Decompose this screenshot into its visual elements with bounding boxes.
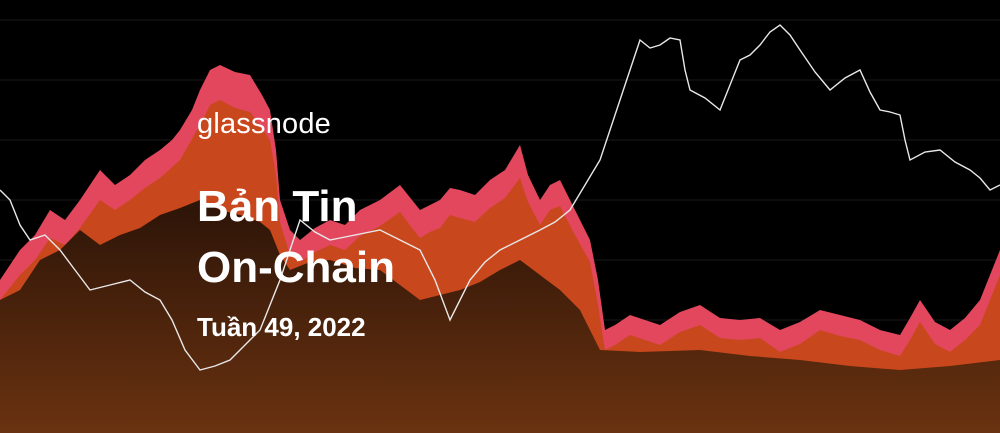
brown-area <box>0 200 1000 433</box>
subtitle: Tuần 49, 2022 <box>197 312 366 342</box>
price-line <box>0 24 1000 371</box>
title-line: Bản Tin <box>197 182 358 231</box>
brand-name: glassnode <box>197 108 332 140</box>
title-line: On-Chain <box>197 243 395 292</box>
